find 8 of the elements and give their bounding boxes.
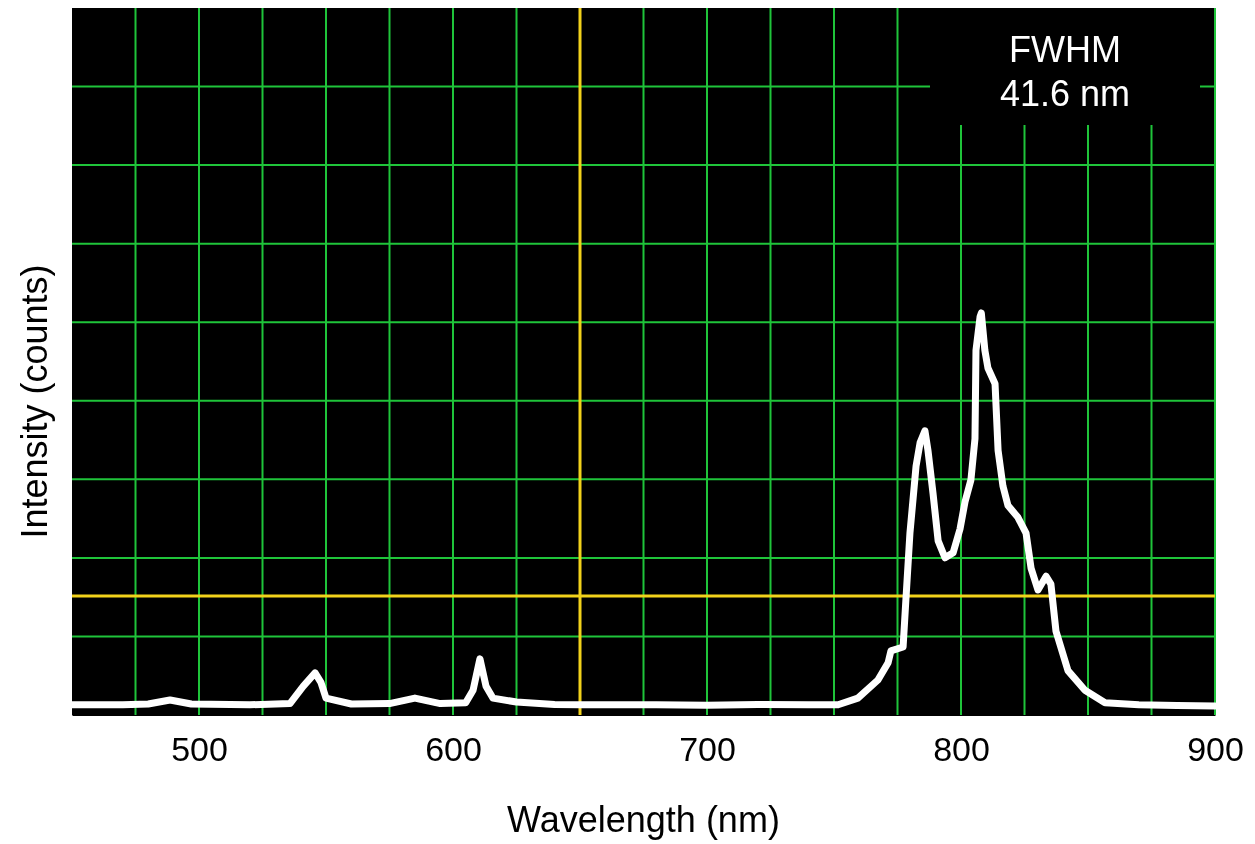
y-axis-title: Intensity (counts) — [14, 264, 55, 539]
x-axis-title: Wavelength (nm) — [507, 799, 780, 840]
annotation-box: FWHM 41.6 nm — [930, 8, 1200, 125]
x-tick-label: 900 — [1187, 730, 1244, 769]
x-tick-label: 500 — [171, 730, 228, 769]
x-tick-label: 800 — [933, 730, 990, 769]
x-tick-label: 700 — [679, 730, 736, 769]
x-tick-label: 600 — [425, 730, 482, 769]
